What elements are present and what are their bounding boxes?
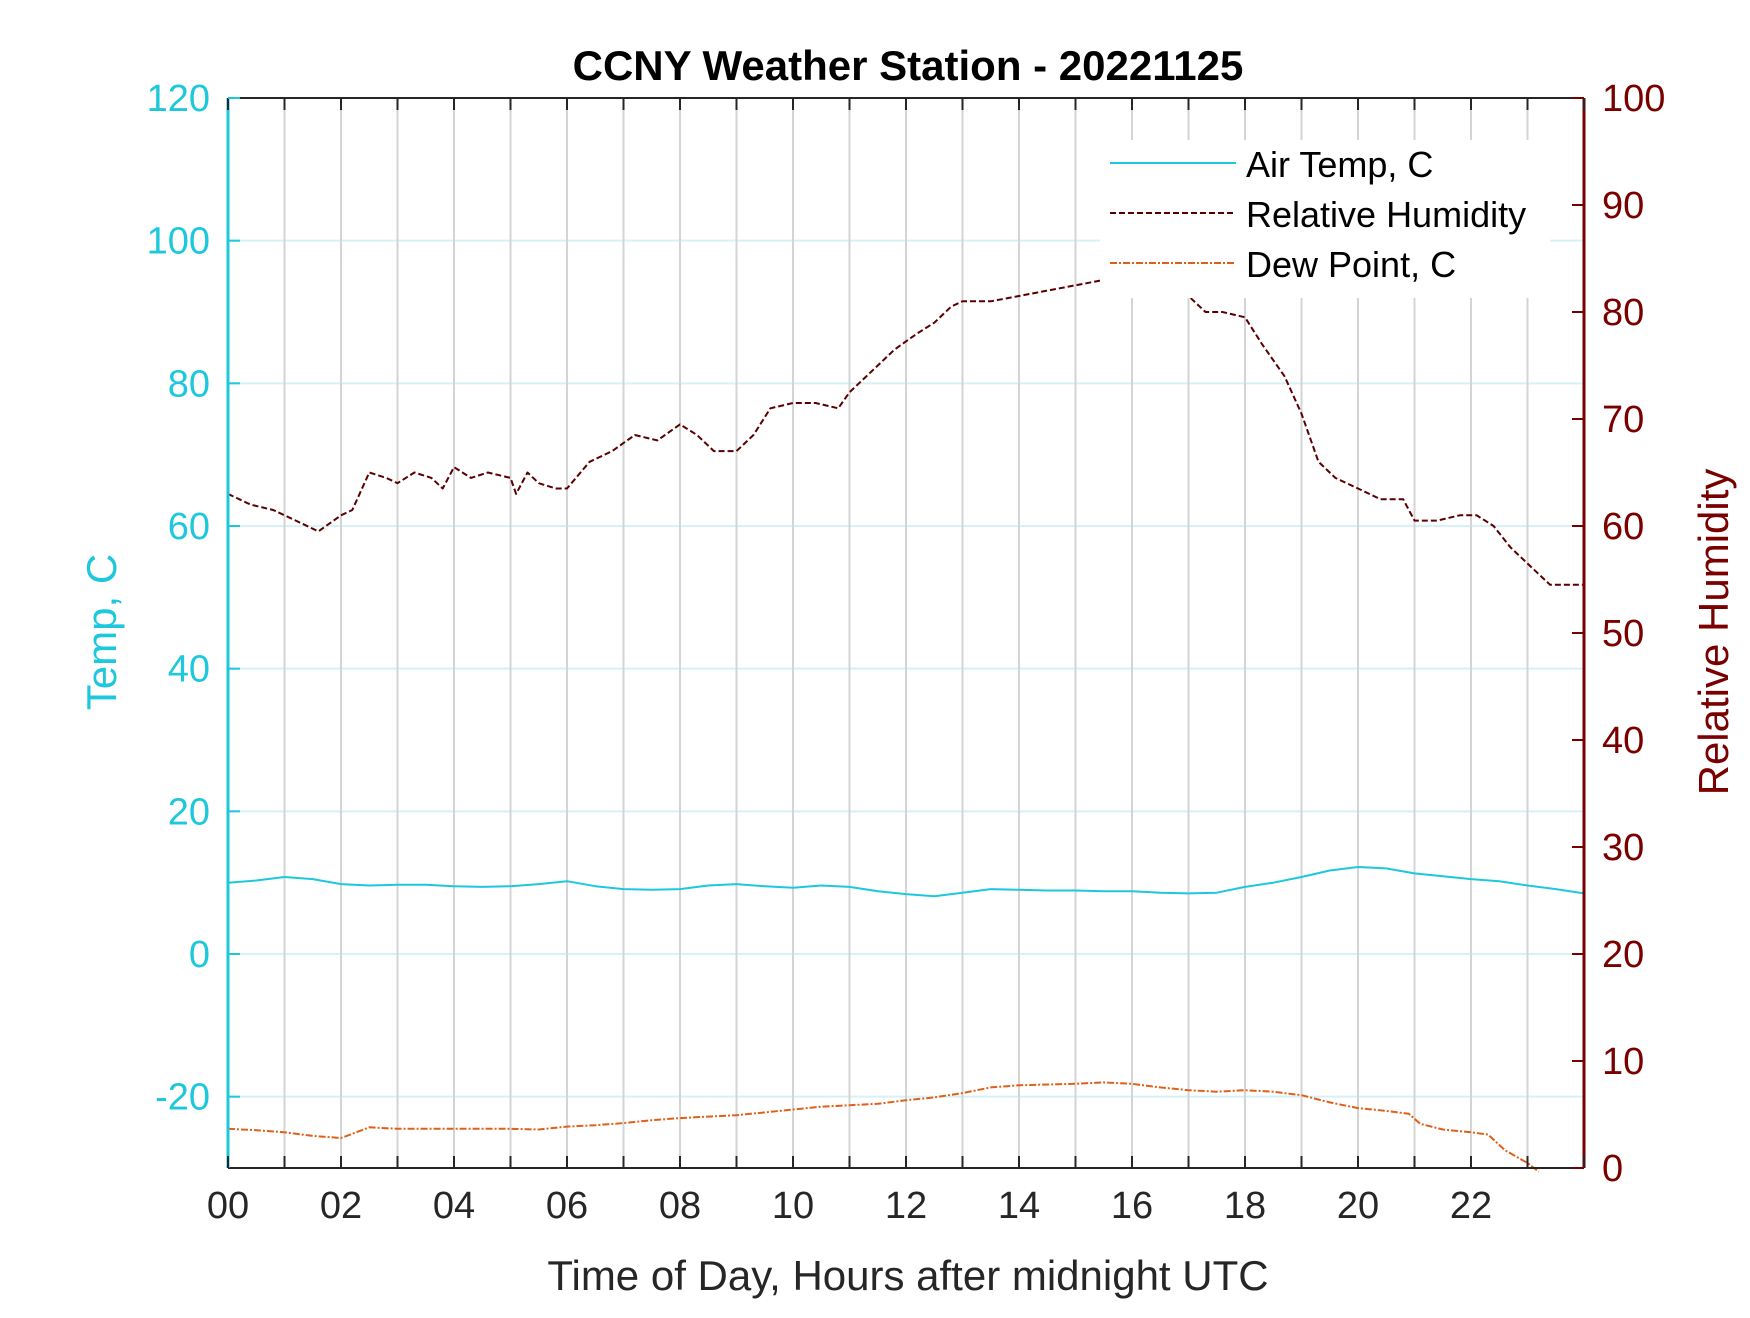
x-tick-label: 20 [1337,1185,1379,1227]
y-left-tick-label: 120 [147,78,210,120]
series-line-relative-humidity [227,278,1584,586]
legend-label-relative-humidity: Relative Humidity [1246,194,1526,235]
x-tick-label: 14 [998,1185,1040,1227]
x-tick-label: 00 [207,1185,249,1227]
y-left-tick-label: -20 [155,1077,210,1119]
y-right-axis-label: Relative Humidity [1690,469,1737,796]
axes-layer [226,97,1586,1169]
series-line-dew-point-c [227,1081,1540,1173]
x-tick-label: 18 [1224,1185,1266,1227]
x-tick-label: 22 [1450,1185,1492,1227]
x-tick-label: 04 [433,1185,475,1227]
y-left-tick-label: 20 [168,791,210,833]
y-left-tick-label: 40 [168,649,210,691]
grid-layer [228,97,1584,1168]
y-right-tick-label: 0 [1602,1148,1623,1190]
x-tick-label: 02 [320,1185,362,1227]
y-left-tick-label: 80 [168,363,210,405]
y-left-tick-label: 0 [189,934,210,976]
legend-box [1100,140,1550,298]
legend-label-dew-point: Dew Point, C [1246,244,1456,285]
series-line-air-temp-c [227,866,1585,898]
y-right-tick-label: 90 [1602,185,1644,227]
x-tick-label: 10 [772,1185,814,1227]
legend: Air Temp, C Relative Humidity Dew Point,… [1100,140,1550,298]
x-tick-label: 08 [659,1185,701,1227]
y-right-tick-label: 20 [1602,934,1644,976]
y-left-axis-label: Temp, C [78,554,125,710]
chart-title: CCNY Weather Station - 20221125 [573,42,1244,89]
x-tick-label: 16 [1111,1185,1153,1227]
y-right-tick-label: 10 [1602,1041,1644,1083]
text-layer: CCNY Weather Station - 20221125 Time of … [78,42,1737,1299]
y-right-tick-label: 30 [1602,827,1644,869]
y-right-tick-label: 60 [1602,506,1644,548]
y-right-tick-label: 80 [1602,292,1644,334]
legend-label-air-temp: Air Temp, C [1246,144,1433,185]
y-right-tick-label: 70 [1602,399,1644,441]
y-right-tick-label: 100 [1602,78,1665,120]
y-left-tick-label: 60 [168,506,210,548]
y-right-tick-label: 40 [1602,720,1644,762]
y-right-tick-label: 50 [1602,613,1644,655]
y-left-tick-label: 100 [147,221,210,263]
x-tick-label: 12 [885,1185,927,1227]
series-layer [227,278,1585,1173]
x-axis-label: Time of Day, Hours after midnight UTC [547,1252,1268,1299]
x-tick-label: 06 [546,1185,588,1227]
